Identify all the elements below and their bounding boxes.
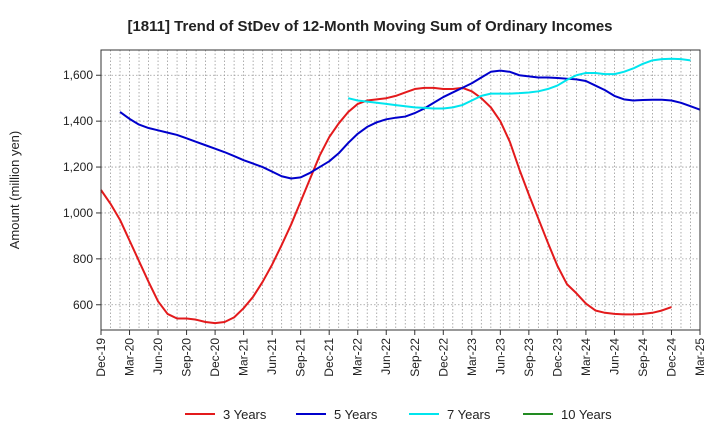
legend: 3 Years 5 Years 7 Years 10 Years — [185, 407, 612, 422]
grid — [101, 50, 700, 330]
x-tick-label: Mar-21 — [237, 338, 251, 376]
x-tick-label: Jun-20 — [151, 338, 165, 375]
y-tick-label: 1,600 — [63, 68, 93, 82]
x-tick-label: Jun-21 — [265, 338, 279, 375]
x-tick-label: Mar-23 — [465, 338, 479, 376]
x-tick-label: Sep-21 — [294, 338, 308, 377]
x-tick-label: Jun-23 — [493, 338, 507, 375]
x-tick-label: Mar-20 — [123, 338, 137, 376]
x-tick-label: Sep-20 — [180, 338, 194, 377]
y-tick-label: 1,000 — [63, 206, 93, 220]
y-tick-label: 800 — [73, 252, 93, 266]
x-tick-label: Dec-23 — [550, 338, 564, 377]
y-tick-label: 1,200 — [63, 160, 93, 174]
x-tick-label: Sep-24 — [636, 338, 650, 377]
x-tick-label: Dec-24 — [664, 338, 678, 377]
x-tick-label: Mar-25 — [693, 338, 707, 376]
y-tick-label: 600 — [73, 298, 93, 312]
x-tick-label: Dec-21 — [322, 338, 336, 377]
x-axis-ticks: Dec-19 Mar-20 Jun-20 Sep-20 Dec-20 Mar-21 Jun-… — [94, 330, 707, 377]
legend-label: 5 Years — [334, 407, 378, 422]
chart-title: [1811] Trend of StDev of 12-Month Moving… — [127, 18, 612, 35]
x-tick-label: Dec-20 — [208, 338, 222, 377]
y-axis-label: Amount (million yen) — [7, 131, 22, 250]
x-tick-label: Sep-22 — [408, 338, 422, 377]
x-tick-label: Jun-22 — [379, 338, 393, 375]
x-tick-label: Jun-24 — [607, 338, 621, 375]
legend-label: 10 Years — [561, 407, 612, 422]
x-tick-label: Mar-22 — [351, 338, 365, 376]
series-line-5-years — [119, 69, 701, 180]
x-tick-label: Dec-19 — [94, 338, 108, 377]
y-axis-ticks: 600 800 1,000 1,200 1,400 1,600 — [63, 68, 101, 312]
x-tick-label: Sep-23 — [522, 338, 536, 377]
y-tick-label: 1,400 — [63, 114, 93, 128]
series-line-3-years — [100, 86, 672, 325]
series-line-7-years — [347, 57, 691, 110]
x-tick-label: Mar-24 — [579, 338, 593, 376]
legend-label: 3 Years — [223, 407, 267, 422]
legend-label: 7 Years — [447, 407, 491, 422]
x-tick-label: Dec-22 — [436, 338, 450, 377]
series-lines — [100, 57, 701, 325]
plot-frame — [100, 49, 701, 331]
